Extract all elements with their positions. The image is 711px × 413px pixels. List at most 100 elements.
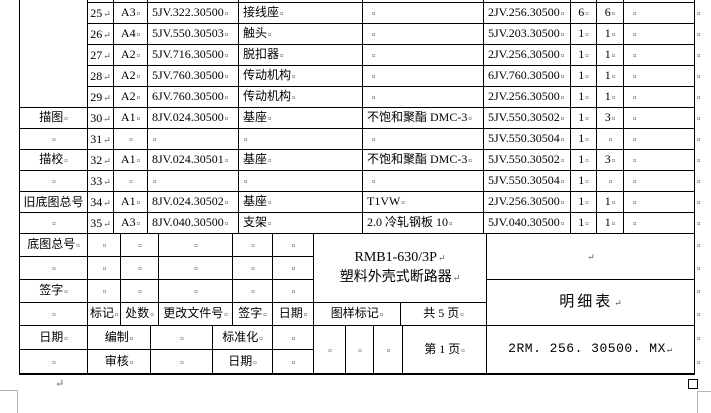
seq-cell[interactable]: 29↵ xyxy=(87,86,114,108)
empty-cell[interactable]: ¤ xyxy=(313,325,346,375)
size-cell[interactable]: ¤ xyxy=(113,128,148,150)
material-cell[interactable]: ¤ xyxy=(362,23,484,45)
seq-cell[interactable]: 31↵ xyxy=(87,128,114,150)
page-no-cell[interactable]: 第 1 页¤ xyxy=(402,325,487,375)
empty-cell[interactable]: ¤ xyxy=(158,233,233,257)
left-label-cell[interactable]: 描校¤ xyxy=(19,149,88,171)
seq-cell[interactable]: 35↵ xyxy=(87,212,114,234)
qty2-cell[interactable]: ¤ xyxy=(596,128,624,150)
name-cell[interactable]: ¤ xyxy=(238,128,363,150)
seq-cell[interactable]: 25↵ xyxy=(87,2,114,24)
remark-cell[interactable]: ¤ xyxy=(623,86,695,108)
remark-cell[interactable]: ¤ xyxy=(623,212,695,234)
seq-cell[interactable]: 32↵ xyxy=(87,149,114,171)
empty-cell[interactable]: ¤ xyxy=(87,233,121,257)
left-label-cell[interactable]: 描图¤ xyxy=(19,107,88,129)
base-drawing-no-label-cell[interactable]: 底图总号¤ xyxy=(19,233,88,257)
empty-cell[interactable]: ¤ xyxy=(150,349,213,375)
compile-label-cell[interactable]: 编制¤ xyxy=(87,325,151,350)
code-cell[interactable]: 8JV.024.30501¤ xyxy=(147,149,239,171)
qty1-cell[interactable]: 1¤ xyxy=(570,65,597,87)
remark-cell[interactable]: ¤ xyxy=(623,44,695,66)
qty2-cell[interactable]: 1¤ xyxy=(596,191,624,213)
empty-cell[interactable]: ¤ xyxy=(272,349,314,375)
left-label-cell[interactable]: ¤ xyxy=(19,128,88,150)
material-cell[interactable]: ¤ xyxy=(362,128,484,150)
doc-type-cell[interactable]: 明细表↵ xyxy=(486,279,696,326)
size-cell[interactable]: A2¤ xyxy=(113,65,148,87)
code-cell[interactable]: 6JV.760.30500¤ xyxy=(147,86,239,108)
empty-cell[interactable]: ¤ xyxy=(345,325,374,375)
code2-cell[interactable]: 2JV.256.30500¤ xyxy=(483,44,571,66)
code2-cell[interactable]: 5JV.203.30500¤ xyxy=(483,23,571,45)
material-cell[interactable]: T1VW¤ xyxy=(362,191,484,213)
empty-cell[interactable]: ¤ xyxy=(272,233,314,257)
remark-cell[interactable]: ¤ xyxy=(623,191,695,213)
remark-cell[interactable]: ¤ xyxy=(623,107,695,129)
code-cell[interactable]: 8JV.024.30500¤ xyxy=(147,107,239,129)
left-label-cell[interactable]: 旧底图总号 xyxy=(19,191,88,213)
product-title-cell[interactable]: RMB1-630/3P↵ 塑料外壳式断路器↵ xyxy=(312,233,488,303)
total-pages-cell[interactable]: 共 5 页¤ xyxy=(399,302,488,326)
qty1-cell[interactable]: 1¤ xyxy=(570,107,597,129)
code-cell[interactable]: ¤ xyxy=(147,128,239,150)
name-cell[interactable]: 接线座¤ xyxy=(238,2,363,24)
material-cell[interactable]: ¤ xyxy=(362,44,484,66)
qty1-cell[interactable]: 1¤ xyxy=(570,23,597,45)
qty1-cell[interactable]: 1¤ xyxy=(570,86,597,108)
remark-cell[interactable]: ¤ xyxy=(623,170,695,192)
empty-cell[interactable]: ¤ xyxy=(87,256,121,280)
signature2-label-cell[interactable]: 签字¤ xyxy=(232,302,273,326)
seq-cell[interactable]: 27↵ xyxy=(87,44,114,66)
code-cell[interactable]: 5JV.550.30503¤ xyxy=(147,23,239,45)
seq-cell[interactable]: 33↵ xyxy=(87,170,114,192)
qty2-cell[interactable]: 1¤ xyxy=(596,44,624,66)
empty-cell[interactable]: ¤ xyxy=(87,279,121,303)
date-label-cell[interactable]: 日期¤ xyxy=(272,302,314,326)
material-cell[interactable]: ¤ xyxy=(362,2,484,24)
empty-cell[interactable]: ¤ xyxy=(158,256,233,280)
name-cell[interactable]: 基座¤ xyxy=(238,107,363,129)
review-label-cell[interactable]: 审核¤ xyxy=(87,349,151,375)
code2-cell[interactable]: 2JV.256.30500¤ xyxy=(483,191,571,213)
code2-cell[interactable]: 5JV.550.30502¤ xyxy=(483,107,571,129)
empty-label-cell[interactable]: ¤ xyxy=(19,302,88,326)
seq-cell[interactable]: 30↵ xyxy=(87,107,114,129)
name-cell[interactable]: 支架¤ xyxy=(238,212,363,234)
size-cell[interactable]: A2¤ xyxy=(113,86,148,108)
name-cell[interactable]: 基座¤ xyxy=(238,191,363,213)
empty-cell[interactable]: ¤ xyxy=(272,256,314,280)
qty1-cell[interactable]: 6¤ xyxy=(570,2,597,24)
qty2-cell[interactable]: 1¤ xyxy=(596,212,624,234)
qty1-cell[interactable]: 1¤ xyxy=(570,128,597,150)
qty2-cell[interactable]: 1¤ xyxy=(596,86,624,108)
qty1-cell[interactable]: 1¤ xyxy=(570,170,597,192)
material-cell[interactable]: ¤ xyxy=(362,65,484,87)
empty-label-cell[interactable]: ¤ xyxy=(19,349,88,375)
empty-cell[interactable]: ¤ xyxy=(272,279,314,303)
material-cell[interactable]: ¤ xyxy=(362,170,484,192)
empty-cell[interactable]: ¤ xyxy=(120,279,159,303)
code-cell[interactable]: 8JV.040.30500¤ xyxy=(147,212,239,234)
qty2-cell[interactable]: ¤ xyxy=(596,170,624,192)
drawing-mark-label-cell[interactable]: 图样标记¤ xyxy=(313,302,401,326)
code2-cell[interactable]: 5JV.550.30504¤ xyxy=(483,170,571,192)
remark-cell[interactable]: ¤ xyxy=(623,23,695,45)
empty-cell[interactable]: ¤ xyxy=(120,233,159,257)
remark-cell[interactable]: ¤ xyxy=(623,149,695,171)
empty-right-cell[interactable]: ↵ xyxy=(486,233,696,280)
code2-cell[interactable]: 2JV.256.30500¤ xyxy=(483,2,571,24)
empty-label-cell[interactable]: ¤ xyxy=(19,256,88,280)
code-cell[interactable]: 5JV.760.30500¤ xyxy=(147,65,239,87)
empty-cell[interactable]: ¤ xyxy=(232,233,273,257)
code-cell[interactable]: 8JV.024.30502¤ xyxy=(147,191,239,213)
name-cell[interactable]: 脱扣器¤ xyxy=(238,44,363,66)
code-cell[interactable]: 5JV.716.30500¤ xyxy=(147,44,239,66)
empty-cell[interactable]: ¤ xyxy=(232,256,273,280)
size-cell[interactable]: A1¤ xyxy=(113,107,148,129)
remark-cell[interactable]: ¤ xyxy=(623,128,695,150)
change-file-no-label-cell[interactable]: 更改文件号¤ xyxy=(158,302,233,326)
material-cell[interactable]: 不饱和聚酯 DMC-3¤ xyxy=(362,149,484,171)
mark-label-cell[interactable]: 标记¤ xyxy=(87,302,121,326)
left-label-cell[interactable]: ¤ xyxy=(19,170,88,192)
